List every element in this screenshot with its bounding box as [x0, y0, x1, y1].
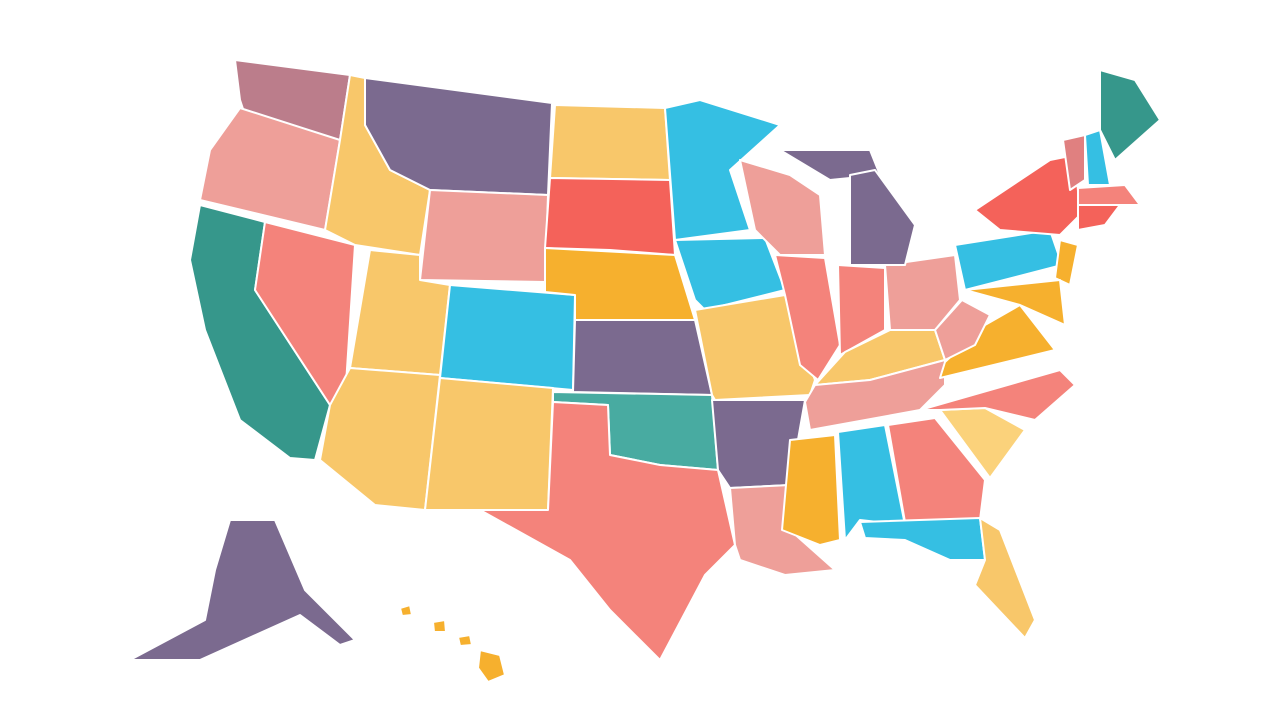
state	[1099, 69, 1161, 161]
state	[849, 169, 916, 266]
state	[1054, 239, 1079, 286]
state	[974, 154, 1081, 236]
state	[837, 264, 886, 356]
state	[549, 104, 671, 181]
state	[572, 319, 713, 396]
island	[477, 649, 506, 683]
island	[457, 634, 473, 647]
state	[419, 189, 549, 283]
state	[544, 177, 676, 256]
state	[479, 401, 736, 661]
state	[859, 517, 986, 561]
state	[439, 284, 576, 391]
state	[934, 299, 991, 361]
state	[319, 367, 441, 511]
states	[129, 59, 1161, 683]
state	[739, 159, 826, 256]
state	[887, 417, 986, 523]
state	[199, 107, 341, 231]
state	[129, 519, 356, 661]
state	[774, 254, 841, 381]
state	[1062, 134, 1086, 191]
state	[779, 149, 881, 181]
island	[399, 604, 413, 617]
state	[399, 604, 506, 683]
state	[974, 517, 1036, 639]
state	[424, 377, 554, 511]
state	[1077, 184, 1141, 206]
island	[432, 619, 447, 633]
state	[964, 279, 1066, 326]
state	[919, 369, 1076, 421]
state	[1077, 204, 1121, 231]
state	[781, 434, 841, 546]
state	[674, 237, 786, 311]
